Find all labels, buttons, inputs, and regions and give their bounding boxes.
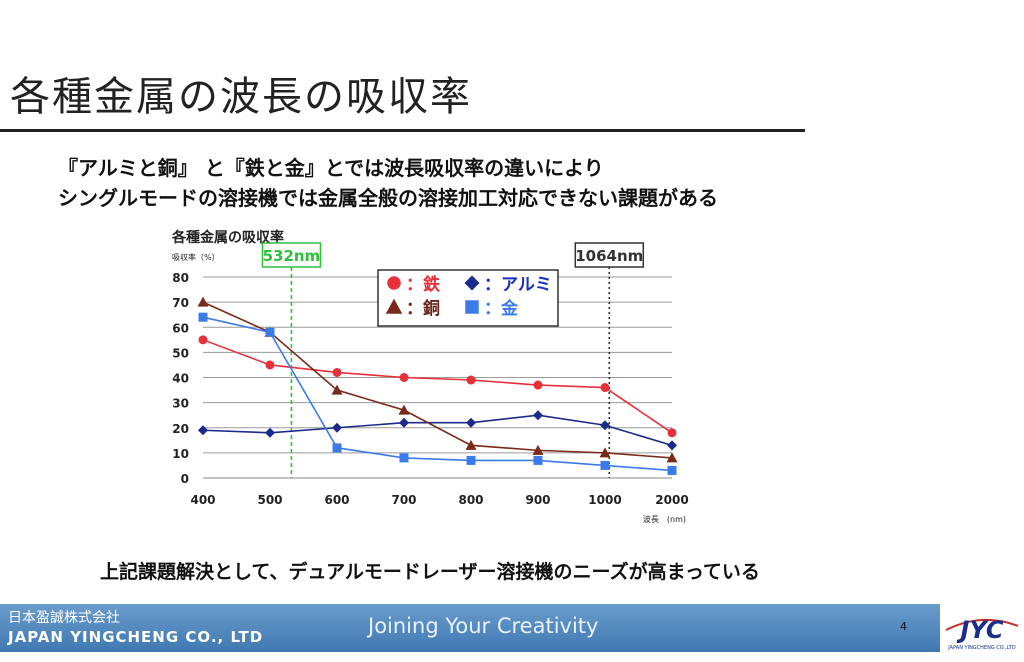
series-line-金 — [202, 316, 673, 472]
data-point-鉄 — [198, 335, 208, 345]
data-point-金 — [399, 453, 409, 463]
chart-title: 各種金属の吸収率 — [171, 229, 284, 246]
data-point-銅 — [666, 452, 678, 463]
annotation-label: 532nm — [263, 247, 321, 265]
tagline: Joining Your Creativity — [368, 614, 599, 638]
y-tick-label: 20 — [172, 422, 189, 436]
annotation-label: 1064nm — [575, 247, 643, 265]
x-tick-label: 600 — [324, 493, 349, 507]
subtitle-line-1: 『アルミと銅』 と『鉄と金』とでは波長吸収率の違いにより — [58, 156, 604, 180]
company-name-en: JAPAN YINGCHENG CO., LTD — [8, 628, 264, 646]
data-point-アルミ — [332, 422, 342, 433]
footer-bar: 日本盈誠株式会社 JAPAN YINGCHENG CO., LTD Joinin… — [0, 604, 940, 652]
data-point-鉄 — [265, 360, 275, 370]
legend-box — [377, 269, 559, 327]
data-point-金 — [533, 455, 543, 465]
logo-swoosh — [945, 618, 1019, 631]
slide-title: 各種金属の波長の吸収率 — [10, 74, 472, 120]
data-point-金 — [466, 455, 476, 465]
annotation-box — [574, 242, 645, 268]
y-tick-label: 60 — [172, 321, 189, 335]
x-tick-label: 400 — [190, 493, 215, 507]
data-point-金 — [198, 312, 208, 322]
data-point-銅 — [532, 444, 544, 455]
data-point-金 — [667, 465, 677, 475]
y-tick-label: 70 — [172, 296, 189, 310]
data-point-アルミ — [265, 427, 275, 438]
x-tick-label: 1000 — [588, 493, 621, 507]
y-tick-label: 50 — [172, 346, 189, 360]
x-tick-label: 2000 — [655, 493, 688, 507]
data-point-銅 — [599, 447, 611, 458]
data-point-銅 — [197, 296, 209, 307]
y-tick-label: 30 — [172, 397, 189, 411]
legend-marker-銅 — [385, 298, 403, 314]
y-tick-label: 10 — [172, 447, 189, 461]
company-name-jp: 日本盈誠株式会社 — [8, 610, 120, 626]
data-point-アルミ — [667, 440, 677, 451]
company-logo: JYC JAPAN YINGCHENG CO.,LTD — [945, 616, 1019, 651]
legend-label-金: ：金 — [484, 298, 519, 319]
x-axis-label: 波長 (nm) — [643, 514, 686, 524]
data-point-銅 — [331, 384, 343, 395]
series-line-アルミ — [202, 414, 673, 447]
data-point-銅 — [465, 439, 477, 450]
legend-label-アルミ: ：アルミ — [484, 275, 552, 295]
series-line-銅 — [202, 301, 673, 459]
y-tick-label: 0 — [181, 472, 189, 486]
legend-label-銅: ：銅 — [406, 298, 440, 319]
data-point-金 — [265, 327, 275, 337]
legend-marker-金 — [465, 300, 479, 314]
conclusion-text: 上記課題解決として、デュアルモードレーザー溶接機のニーズが高まっている — [100, 561, 760, 583]
logo-text: JYC — [956, 616, 1003, 644]
x-tick-label: 700 — [391, 493, 416, 507]
series-line-鉄 — [202, 339, 673, 434]
data-point-銅 — [398, 404, 410, 415]
legend-marker-鉄 — [387, 276, 401, 290]
data-point-鉄 — [600, 383, 610, 393]
title-divider — [0, 129, 805, 132]
data-point-アルミ — [466, 417, 476, 428]
data-point-鉄 — [332, 367, 342, 377]
y-axis-label: 吸収率（%） — [172, 252, 220, 262]
y-tick-label: 40 — [172, 372, 189, 386]
data-point-アルミ — [533, 410, 543, 421]
data-point-鉄 — [399, 373, 409, 382]
x-tick-label: 800 — [458, 493, 483, 507]
legend-marker-アルミ — [464, 275, 480, 291]
logo-subtext: JAPAN YINGCHENG CO.,LTD — [947, 645, 1016, 651]
data-point-金 — [600, 460, 610, 470]
x-tick-label: 500 — [257, 493, 282, 507]
page-number: 4 — [900, 620, 907, 633]
subtitle-line-2: シングルモードの溶接機では金属全般の溶接加工対応できない課題がある — [58, 186, 718, 210]
data-point-アルミ — [600, 420, 610, 431]
x-tick-label: 900 — [525, 493, 550, 507]
data-point-鉄 — [667, 428, 677, 438]
data-point-金 — [332, 443, 342, 453]
data-point-アルミ — [399, 417, 409, 428]
data-point-鉄 — [466, 375, 476, 385]
data-point-鉄 — [533, 380, 543, 390]
y-tick-label: 80 — [172, 271, 189, 285]
annotation-box — [261, 242, 322, 268]
data-point-アルミ — [198, 425, 208, 436]
legend-label-鉄: ：鉄 — [406, 274, 440, 295]
absorption-chart: 各種金属の吸収率吸収率（%） 0 10 20 30 40 50 60 70 80 400 500 600… — [160, 222, 700, 532]
